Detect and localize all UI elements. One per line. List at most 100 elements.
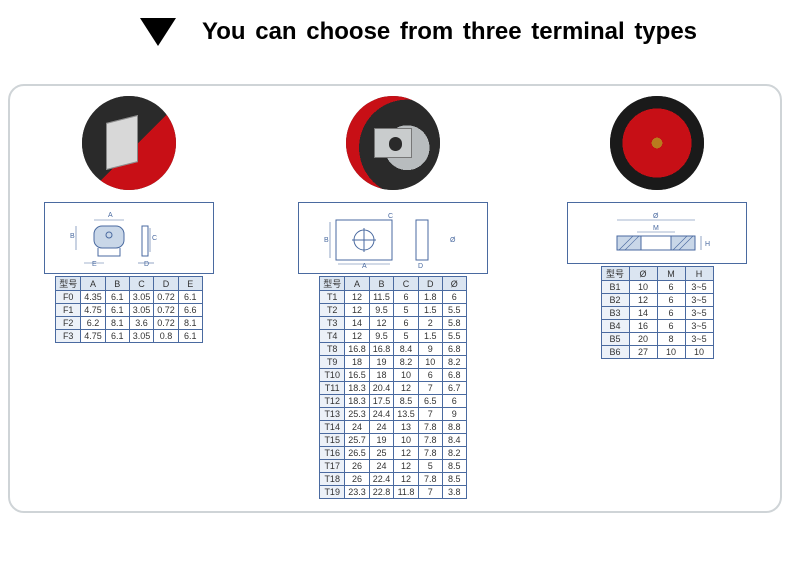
table-cell: B2 bbox=[601, 294, 629, 307]
table-cell: F0 bbox=[56, 291, 81, 304]
table-cell: 7 bbox=[418, 382, 442, 395]
table-cell: 26 bbox=[345, 460, 370, 473]
schematic-3: Ø M H bbox=[567, 202, 747, 264]
table-row: T1325.324.413.579 bbox=[320, 408, 467, 421]
svg-text:C: C bbox=[152, 235, 157, 242]
table-cell: T12 bbox=[320, 395, 345, 408]
table-cell: 8.4 bbox=[394, 343, 419, 356]
table-cell: 0.72 bbox=[154, 304, 179, 317]
table-cell: 7.8 bbox=[418, 434, 442, 447]
col-header: E bbox=[178, 277, 202, 291]
table-cell: 7.8 bbox=[418, 421, 442, 434]
table-cell: 6.8 bbox=[442, 343, 466, 356]
table-cell: 10 bbox=[657, 346, 685, 359]
table-cell: 18.3 bbox=[345, 382, 370, 395]
table-cell: 16.8 bbox=[345, 343, 370, 356]
col-header: A bbox=[345, 277, 370, 291]
terminal-panel: A B C E D 型号ABCDE F04.356.13.05 bbox=[8, 84, 782, 513]
col-header: D bbox=[418, 277, 442, 291]
table-cell: F3 bbox=[56, 330, 81, 343]
table-row: B52083~5 bbox=[601, 333, 713, 346]
terminal-type-2: B C A D Ø 型号ABCDØ T11211.561.86T2129.551… bbox=[278, 96, 508, 499]
table-row: F34.756.13.050.86.1 bbox=[56, 330, 203, 343]
table-cell: 7 bbox=[418, 486, 442, 499]
table-cell: 7.8 bbox=[418, 447, 442, 460]
table-cell: 12 bbox=[629, 294, 657, 307]
table-cell: 12 bbox=[345, 330, 370, 343]
schematic-2: B C A D Ø bbox=[298, 202, 488, 274]
table-cell: T1 bbox=[320, 291, 345, 304]
table-row: T1923.322.811.873.8 bbox=[320, 486, 467, 499]
spec-table-3: 型号ØMH B11063~5B21263~5B31463~5B41663~5B5… bbox=[601, 266, 714, 359]
table-row: B31463~5 bbox=[601, 307, 713, 320]
table-cell: 0.72 bbox=[154, 291, 179, 304]
table-cell: 22.4 bbox=[369, 473, 394, 486]
table-cell: 3~5 bbox=[685, 320, 713, 333]
table-cell: 24 bbox=[369, 421, 394, 434]
table-row: F26.28.13.60.728.1 bbox=[56, 317, 203, 330]
table-cell: 0.72 bbox=[154, 317, 179, 330]
table-cell: 6 bbox=[394, 317, 419, 330]
table-cell: 1.8 bbox=[418, 291, 442, 304]
table-cell: 6.1 bbox=[178, 330, 202, 343]
table-cell: 3.8 bbox=[442, 486, 466, 499]
table-cell: 10 bbox=[629, 281, 657, 294]
table-row: B11063~5 bbox=[601, 281, 713, 294]
table-cell: 22.8 bbox=[369, 486, 394, 499]
table-cell: 5 bbox=[394, 304, 419, 317]
table-cell: 9 bbox=[442, 408, 466, 421]
table-cell: 16.8 bbox=[369, 343, 394, 356]
table-cell: 20 bbox=[629, 333, 657, 346]
table-cell: 0.8 bbox=[154, 330, 179, 343]
svg-text:E: E bbox=[92, 261, 97, 268]
table-row: B41663~5 bbox=[601, 320, 713, 333]
spec-table-2: 型号ABCDØ T11211.561.86T2129.551.55.5T3141… bbox=[319, 276, 467, 499]
table-cell: 24 bbox=[369, 460, 394, 473]
table-cell: T17 bbox=[320, 460, 345, 473]
table-row: T1726241258.5 bbox=[320, 460, 467, 473]
table-row: T182622.4127.88.5 bbox=[320, 473, 467, 486]
table-cell: T2 bbox=[320, 304, 345, 317]
table-cell: 19 bbox=[369, 434, 394, 447]
terminal-photo-1 bbox=[82, 96, 176, 190]
svg-text:M: M bbox=[653, 225, 659, 232]
table-cell: 3~5 bbox=[685, 294, 713, 307]
table-cell: 27 bbox=[629, 346, 657, 359]
svg-text:D: D bbox=[418, 263, 423, 270]
table-cell: 7.8 bbox=[418, 473, 442, 486]
table-cell: T19 bbox=[320, 486, 345, 499]
table-cell: 12 bbox=[345, 304, 370, 317]
table-row: F14.756.13.050.726.6 bbox=[56, 304, 203, 317]
table-cell: 10 bbox=[394, 434, 419, 447]
table-cell: 3.6 bbox=[129, 317, 154, 330]
table-cell: B1 bbox=[601, 281, 629, 294]
table-cell: 12 bbox=[394, 473, 419, 486]
table-cell: T3 bbox=[320, 317, 345, 330]
table-cell: 6.1 bbox=[178, 291, 202, 304]
table-row: T1218.317.58.56.56 bbox=[320, 395, 467, 408]
table-cell: 3~5 bbox=[685, 333, 713, 346]
terminal-type-1: A B C E D 型号ABCDE F04.356.13.05 bbox=[24, 96, 234, 343]
svg-text:A: A bbox=[108, 212, 113, 219]
table-cell: 8.2 bbox=[442, 447, 466, 460]
table-row: T11211.561.86 bbox=[320, 291, 467, 304]
table-cell: 16 bbox=[629, 320, 657, 333]
table-cell: 14 bbox=[345, 317, 370, 330]
table-cell: 6.2 bbox=[81, 317, 106, 330]
header: You can choose from three terminal types bbox=[0, 0, 790, 54]
page-title: You can choose from three terminal types bbox=[202, 18, 697, 46]
col-header: A bbox=[81, 277, 106, 291]
table-row: T31412625.8 bbox=[320, 317, 467, 330]
table-cell: 26.5 bbox=[345, 447, 370, 460]
table-cell: T9 bbox=[320, 356, 345, 369]
terminal-type-3: Ø M H 型号ØMH B11063~5B21263~5B31463~5B4 bbox=[552, 96, 762, 359]
col-header: B bbox=[105, 277, 129, 291]
table-cell: 3~5 bbox=[685, 307, 713, 320]
table-cell: 7 bbox=[418, 408, 442, 421]
col-header: Ø bbox=[442, 277, 466, 291]
spec-table-1: 型号ABCDE F04.356.13.050.726.1F14.756.13.0… bbox=[55, 276, 203, 343]
table-cell: 6 bbox=[418, 369, 442, 382]
table-cell: 9 bbox=[418, 343, 442, 356]
table-cell: 24.4 bbox=[369, 408, 394, 421]
table-cell: 6.1 bbox=[105, 291, 129, 304]
